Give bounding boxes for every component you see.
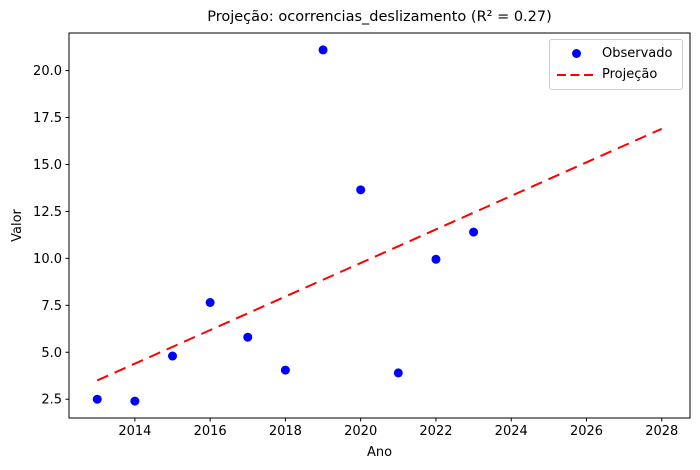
x-tick-label: 2020	[344, 424, 377, 439]
y-tick-label: 7.5	[41, 299, 62, 314]
y-tick-label: 20.0	[33, 64, 62, 79]
y-tick-label: 15.0	[33, 158, 62, 173]
dashed-line-icon	[557, 73, 595, 76]
x-tick-label: 2016	[194, 424, 227, 439]
projection-marker-cell	[550, 73, 602, 77]
y-tick-label: 10.0	[33, 252, 62, 267]
y-tick-label: 17.5	[33, 111, 62, 126]
legend-label-observado: Observado	[602, 46, 673, 61]
legend: Observado Projeção	[549, 39, 683, 90]
projection-line	[96, 127, 663, 382]
x-tick-label: 2014	[118, 424, 151, 439]
scatter-point	[356, 185, 366, 195]
scatter-point	[243, 332, 253, 342]
y-tick-label: 5.0	[41, 346, 62, 361]
observed-marker-cell	[550, 49, 602, 58]
y-axis-label: Valor	[10, 208, 25, 241]
scatter-point	[92, 394, 102, 404]
scatter-point	[431, 254, 441, 264]
chart-title: Projeção: ocorrencias_deslizamento (R² =…	[207, 9, 552, 25]
scatter-point	[130, 396, 140, 406]
y-tick-label: 12.5	[33, 205, 62, 220]
plot-border	[68, 32, 691, 419]
legend-item-projecao: Projeção	[550, 64, 682, 85]
scatter-point	[205, 298, 215, 307]
x-tick-label: 2024	[495, 424, 528, 439]
observed-dot-icon	[571, 49, 581, 58]
x-axis-label: Ano	[367, 445, 392, 460]
legend-item-observado: Observado	[550, 43, 682, 64]
x-tick-label: 2018	[269, 424, 302, 439]
y-tick-label: 2.5	[41, 393, 62, 408]
scatter-point	[280, 365, 290, 375]
x-tick-label: 2026	[570, 424, 603, 439]
legend-label-projecao: Projeção	[602, 67, 658, 82]
plot-area: 2014 2016 2018 2020 2022 2024 2026 2028 2.5 5.0 7.…	[33, 45, 678, 439]
scatter-point	[393, 368, 403, 378]
scatter-point	[318, 45, 328, 55]
scatter-point	[469, 227, 479, 237]
x-tick-label: 2022	[419, 424, 452, 439]
x-tick-label: 2028	[645, 424, 678, 439]
scatter-point	[168, 351, 177, 361]
